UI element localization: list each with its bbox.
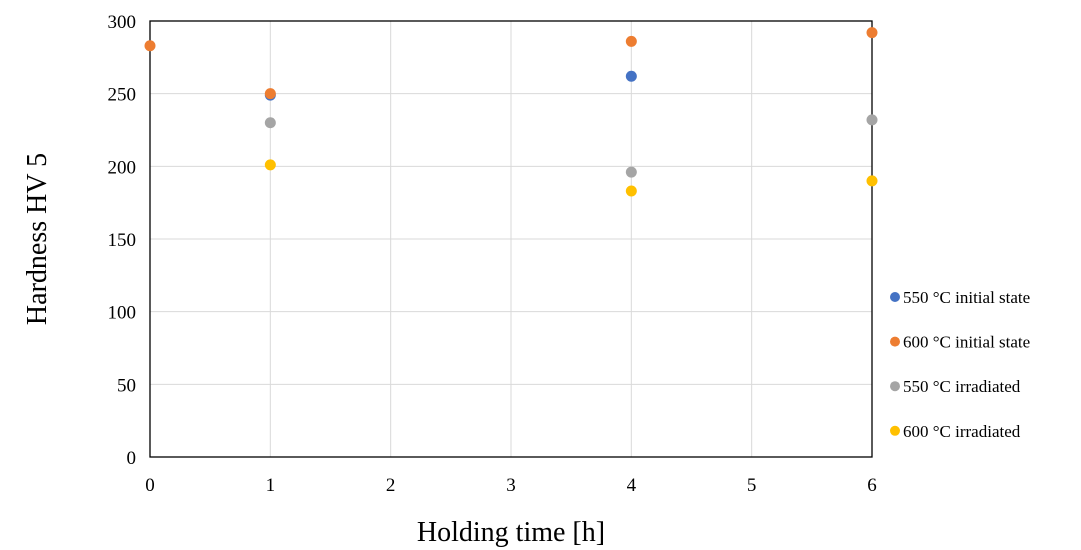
point-600-c-initial-state-x0: [144, 40, 156, 52]
x-tick-label-0: 0: [145, 475, 155, 496]
y-tick-label-100: 100: [108, 303, 137, 324]
legend-marker-550-c-irradiated: [890, 381, 900, 392]
point-550-c-irradiated-x6: [866, 114, 878, 126]
x-tick-label-1: 1: [266, 475, 276, 496]
point-600-c-irradiated-x6: [866, 175, 878, 187]
x-tick-label-2: 2: [386, 475, 396, 496]
legend-marker-600-c-initial-state: [890, 336, 900, 347]
x-tick-labels: 0 1 2 3 4 5 6: [145, 475, 877, 496]
x-tick-label-3: 3: [506, 475, 516, 496]
point-600-c-initial-state-x4: [625, 35, 637, 47]
legend-label-550-c-irradiated: 550 °C irradiated: [903, 377, 1021, 396]
legend: 550 °C initial state 600 °C initial state…: [890, 288, 1030, 441]
legend-label-600-c-initial-state: 600 °C initial state: [903, 333, 1030, 352]
point-600-c-initial-state-x1: [264, 88, 276, 100]
y-tick-label-0: 0: [127, 448, 137, 469]
y-tick-label-150: 150: [108, 230, 137, 251]
point-600-c-initial-state-x6: [866, 27, 878, 39]
x-axis-title: Holding time [h]: [417, 517, 605, 548]
y-tick-label-200: 200: [108, 157, 137, 178]
legend-label-600-c-irradiated: 600 °C irradiated: [903, 422, 1021, 441]
x-tick-label-4: 4: [627, 475, 637, 496]
point-550-c-initial-state-x4: [625, 70, 637, 82]
y-tick-label-300: 300: [108, 12, 137, 33]
plot-area-frame: [149, 20, 873, 458]
data-points: [144, 27, 878, 197]
y-tick-label-50: 50: [117, 375, 136, 396]
point-550-c-irradiated-x1: [264, 117, 276, 129]
y-tick-labels: 0 50 100 150 200 250 300: [108, 12, 137, 469]
point-550-c-irradiated-x4: [625, 166, 637, 178]
y-axis-title: Hardness HV 5: [22, 153, 53, 325]
point-600-c-irradiated-x4: [625, 185, 637, 197]
legend-marker-550-c-initial-state: [890, 292, 900, 302]
x-tick-label-5: 5: [747, 475, 757, 496]
legend-label-550-c-initial-state: 550 °C initial state: [903, 288, 1030, 307]
point-600-c-irradiated-x1: [264, 159, 276, 171]
grid-lines: [149, 20, 873, 458]
y-tick-label-250: 250: [108, 85, 137, 106]
legend-marker-600-c-irradiated: [890, 425, 900, 436]
x-tick-label-6: 6: [867, 475, 877, 496]
